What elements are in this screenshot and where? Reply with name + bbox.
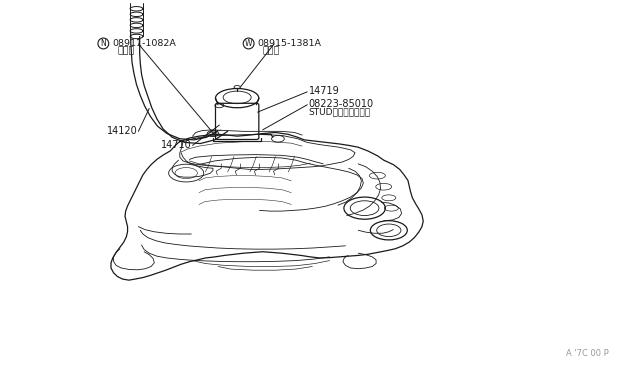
Text: 08223-85010: 08223-85010 (308, 99, 374, 109)
Text: STUDスタッド（２）: STUDスタッド（２） (308, 108, 371, 117)
Text: 14710: 14710 (161, 140, 191, 150)
Text: 08911-1082A: 08911-1082A (112, 39, 176, 48)
Text: 08915-1381A: 08915-1381A (257, 39, 321, 48)
Text: A '7C 00 P: A '7C 00 P (566, 350, 609, 359)
Text: W: W (245, 39, 252, 48)
Text: N: N (100, 39, 106, 48)
Text: 14120: 14120 (107, 126, 138, 137)
Text: 14719: 14719 (308, 86, 339, 96)
Text: （２）: （２） (117, 47, 134, 56)
Text: （２）: （２） (262, 47, 280, 56)
